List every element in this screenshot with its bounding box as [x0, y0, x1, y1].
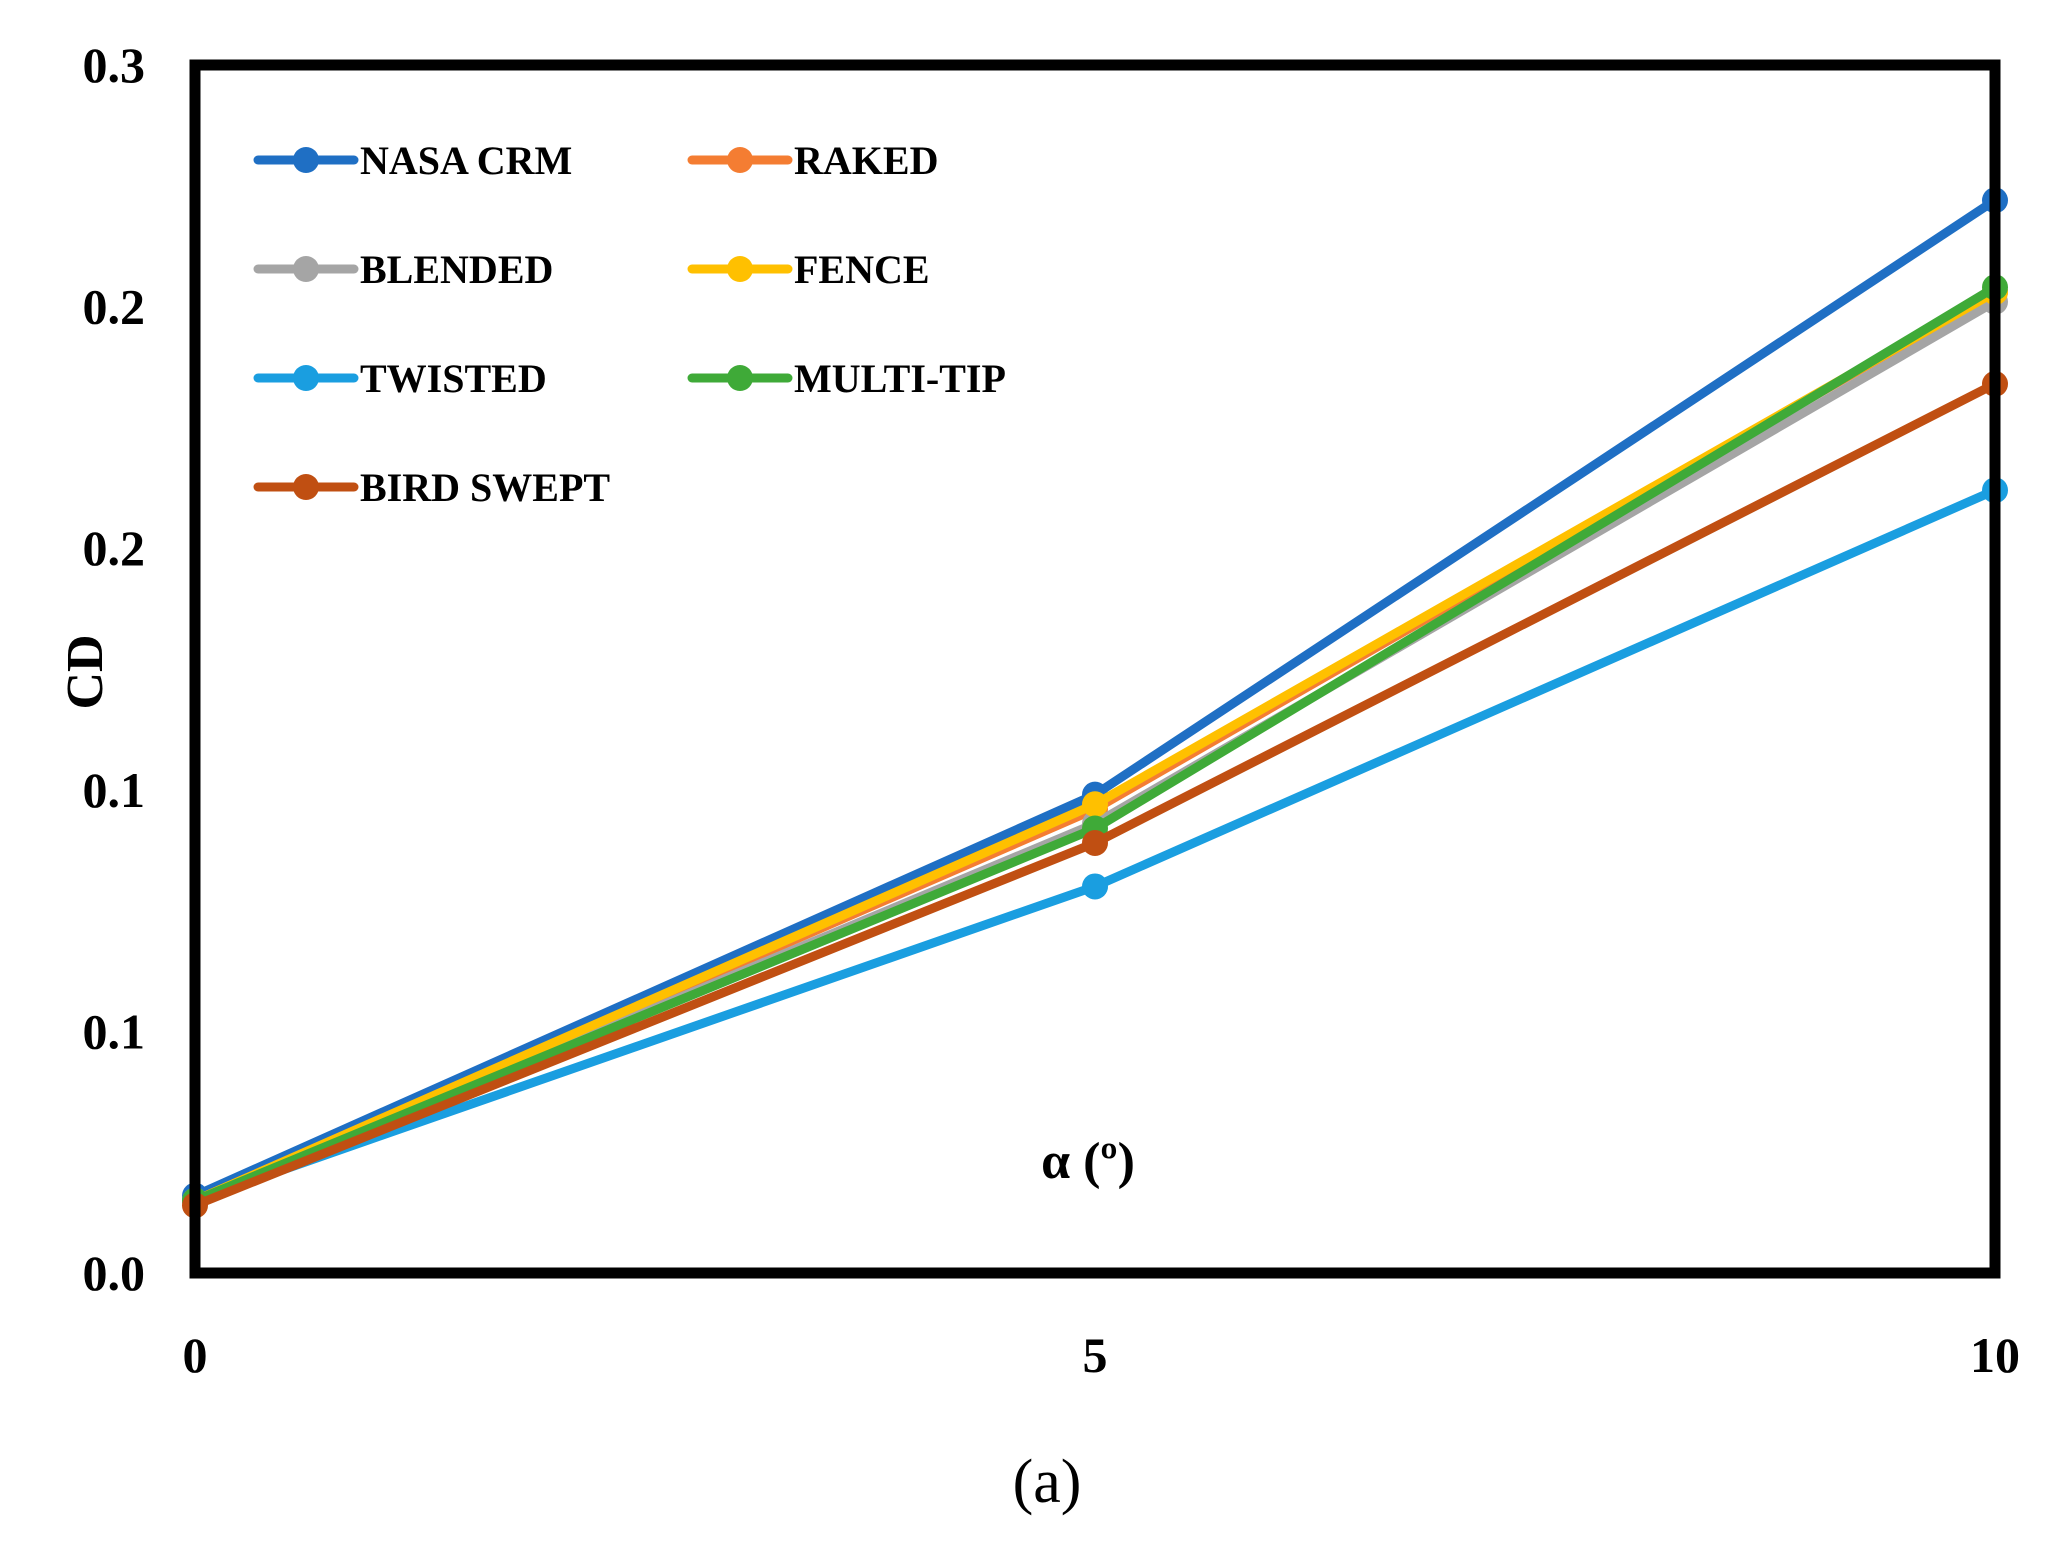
- y-tick-label: 0.3: [83, 37, 146, 93]
- legend-swatch-marker: [727, 147, 753, 173]
- legend-item: NASA CRM: [253, 138, 572, 183]
- legend-item: FENCE: [687, 247, 930, 292]
- legend-item: MULTI-TIP: [687, 356, 1006, 401]
- legend-swatch-marker: [293, 365, 319, 391]
- y-tick-label: 0.0: [83, 1245, 146, 1301]
- legend-swatch-marker: [727, 365, 753, 391]
- legend-label: RAKED: [794, 138, 938, 183]
- legend-label: TWISTED: [360, 356, 547, 401]
- x-axis-title: α (º): [1041, 1133, 1135, 1190]
- y-tick-label: 0.1: [83, 1003, 146, 1059]
- series-layer: [182, 187, 2008, 1219]
- legend-label: BIRD SWEPT: [360, 465, 610, 510]
- x-tick-label: 0: [183, 1327, 208, 1383]
- y-axis-title: CD: [57, 634, 114, 709]
- legend-label: FENCE: [794, 247, 930, 292]
- legend-item: TWISTED: [253, 356, 547, 401]
- data-point: [1082, 829, 1108, 856]
- legend-label: MULTI-TIP: [794, 356, 1006, 401]
- plot-area-frame: [189, 59, 2001, 1279]
- legend-swatch-marker: [293, 147, 319, 173]
- legend-swatch-marker: [727, 256, 753, 282]
- x-axis-ticks: 0 5 10: [183, 1327, 2021, 1383]
- x-tick-label: 5: [1083, 1327, 1108, 1383]
- legend-swatch-marker: [293, 256, 319, 282]
- legend-label: NASA CRM: [360, 138, 572, 183]
- legend-label: BLENDED: [360, 247, 553, 292]
- x-tick-label: 10: [1970, 1327, 2020, 1383]
- legend-item: BLENDED: [253, 247, 553, 292]
- y-axis-ticks: 0.0 0.1 0.1 0.2 0.2 0.3: [83, 37, 146, 1301]
- figure-caption: (a): [1013, 1448, 1082, 1516]
- legend-item: BIRD SWEPT: [253, 465, 610, 510]
- y-tick-label: 0.1: [83, 762, 146, 818]
- legend-swatch-marker: [293, 474, 319, 500]
- y-tick-label: 0.2: [83, 520, 146, 576]
- series-bird-swept: [182, 370, 2008, 1219]
- data-point: [1082, 873, 1108, 900]
- legend-item: RAKED: [687, 138, 938, 183]
- legend: NASA CRM RAKED BLENDED FENCE TWISTED MULTI-TI…: [253, 138, 1006, 510]
- data-point: [1082, 791, 1108, 818]
- y-tick-label: 0.2: [83, 279, 146, 335]
